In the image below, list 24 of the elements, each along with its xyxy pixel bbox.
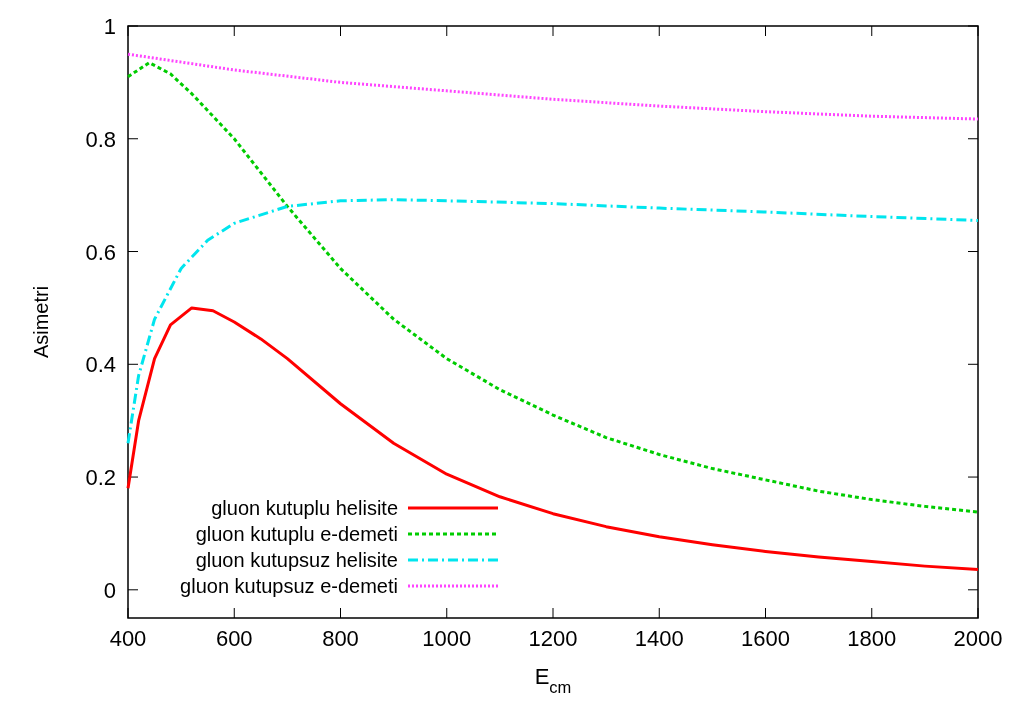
y-axis-title: Asimetri (30, 285, 52, 359)
x-axis-title: E$_{cm}$ (534, 664, 572, 696)
x-tick-label: 600 (215, 626, 253, 651)
x-tick-label: 2000 (953, 626, 1003, 651)
y-tick-label: 1 (103, 14, 116, 39)
x-tick-label: 1200 (528, 626, 578, 651)
y-tick-label: 0.2 (85, 465, 116, 491)
x-tick-label: 1000 (422, 626, 472, 651)
line-series (126, 52, 980, 121)
legend-label: gluon kutupsuz e-demeti (180, 575, 398, 597)
y-tick-label: 0.6 (85, 239, 116, 265)
y-tick-label: 0.8 (85, 126, 116, 152)
legend-label: gluon kutuplu e-demeti (195, 523, 398, 545)
x-tick-label: 1400 (634, 626, 684, 651)
line-series (126, 198, 980, 445)
legend-label: gluon kutupsuz helisite (195, 549, 398, 571)
x-tick-label: 1600 (741, 626, 790, 651)
x-tick-label: 800 (322, 626, 359, 651)
x-tick-label: 400 (109, 626, 147, 651)
x-tick-label: 1800 (847, 626, 897, 651)
line-series (126, 306, 980, 572)
y-tick-label: 0 (103, 577, 116, 603)
legend-label: gluon kutuplu helisite (211, 497, 398, 519)
y-tick-label: 0.4 (85, 352, 116, 378)
